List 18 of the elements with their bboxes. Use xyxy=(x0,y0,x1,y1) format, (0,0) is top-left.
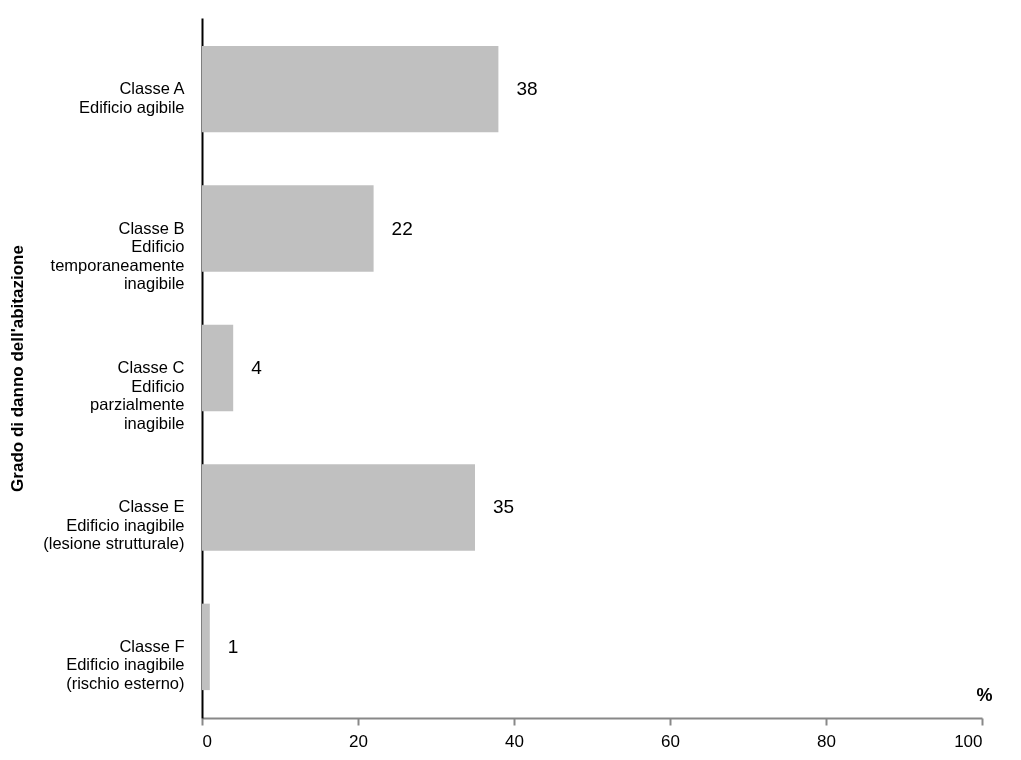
x-axis-title: % xyxy=(976,684,993,705)
x-tick-label: 60 xyxy=(661,731,680,751)
y-tick-label: Classe E Edificio inagibile (lesione strutturale) xyxy=(43,497,185,553)
x-tick-label: 0 xyxy=(202,731,212,751)
data-label: 35 xyxy=(493,496,515,518)
y-tick-label: Classe F Edificio inagibile (rischio esterno) xyxy=(66,636,185,692)
y-tick-label: Classe A Edificio agibile xyxy=(79,79,185,116)
data-label: 4 xyxy=(251,357,263,378)
x-tick-label: 40 xyxy=(505,731,524,751)
y-axis-title: Grado di danno dell'abitazione xyxy=(8,245,28,492)
data-label: 1 xyxy=(227,635,239,657)
data-label: 38 xyxy=(516,78,538,100)
x-tick-label: 80 xyxy=(817,731,836,751)
x-tick-label: 100 xyxy=(954,731,983,751)
x-tick-label: 20 xyxy=(349,731,368,751)
y-tick-label: Classe B Edificio temporaneamente inagibile xyxy=(50,218,185,293)
y-tick-label: Classe C Edificio parzialmente inagibile xyxy=(90,358,185,432)
data-label: 22 xyxy=(391,217,413,239)
